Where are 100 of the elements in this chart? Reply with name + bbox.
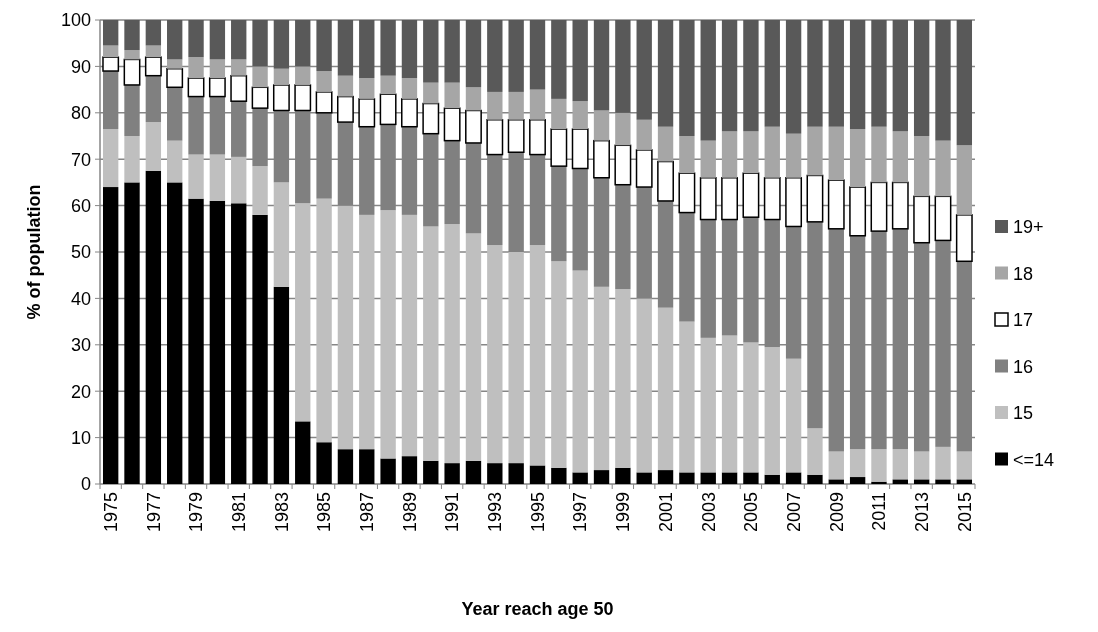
bar (508, 252, 524, 464)
bar (743, 20, 759, 132)
bar (252, 214, 268, 484)
bar (699, 177, 717, 221)
bar (465, 233, 482, 461)
bar (764, 126, 780, 178)
bar (849, 449, 866, 478)
bar (913, 479, 930, 484)
bar (167, 59, 183, 69)
bar (294, 84, 312, 112)
bar (935, 140, 951, 197)
bar (337, 449, 354, 484)
bar (785, 133, 802, 178)
bar (230, 74, 248, 102)
bar (615, 112, 631, 146)
bar (828, 20, 844, 127)
bar (806, 174, 824, 223)
bar (124, 182, 140, 484)
bar (337, 75, 354, 97)
bar (359, 214, 375, 450)
y-tick-label: 20 (70, 381, 91, 402)
bar (700, 472, 716, 484)
bar (423, 82, 439, 104)
bar (401, 98, 418, 128)
bar (529, 20, 546, 90)
bar (444, 82, 460, 109)
bar (679, 20, 695, 136)
bar (487, 245, 503, 464)
y-tick-label: 60 (70, 195, 91, 216)
y-tick-label: 50 (70, 242, 91, 263)
bar (956, 20, 973, 146)
bar (935, 446, 951, 480)
bar (827, 179, 845, 230)
bar (657, 307, 674, 471)
legend-label: 17 (1013, 310, 1034, 331)
bar (807, 428, 823, 475)
bar (763, 177, 781, 221)
bar (465, 460, 482, 484)
bar (444, 463, 460, 484)
bar (551, 467, 567, 484)
bar (102, 56, 120, 72)
bar (828, 479, 844, 484)
bar (849, 129, 866, 188)
bar (871, 126, 887, 183)
bar (187, 77, 205, 98)
bar (144, 56, 162, 77)
bar (145, 45, 162, 58)
bar (359, 20, 375, 78)
bar (487, 463, 503, 484)
bar (892, 20, 908, 132)
bar (657, 126, 674, 162)
x-tick-label: 1977 (143, 492, 164, 533)
bar (380, 458, 396, 484)
bar (465, 20, 482, 88)
bar (721, 335, 738, 473)
bar (934, 195, 952, 242)
legend-label: 19+ (1013, 217, 1044, 238)
bar (764, 474, 780, 484)
bar (316, 20, 332, 72)
bar (572, 270, 588, 473)
bar (358, 98, 376, 128)
bar (935, 20, 951, 141)
bar (892, 131, 908, 183)
bar (295, 66, 311, 85)
bar (209, 20, 226, 60)
bar (380, 210, 396, 459)
bar (251, 86, 269, 109)
bar (892, 449, 908, 480)
bar (188, 198, 204, 484)
bar (721, 472, 738, 484)
bar (743, 131, 759, 174)
bar (551, 261, 567, 468)
bar (102, 20, 119, 46)
legend-label: 18 (1013, 263, 1034, 284)
bar (572, 472, 588, 484)
bar (188, 57, 204, 78)
y-tick-label: 100 (60, 10, 91, 31)
bar (508, 463, 524, 484)
x-tick-label: 2005 (741, 492, 762, 533)
bar (828, 126, 844, 181)
bar (507, 119, 525, 153)
bar (423, 226, 439, 461)
bar (635, 149, 653, 188)
bar (551, 20, 567, 99)
bar (913, 451, 930, 480)
y-tick-label: 10 (70, 427, 91, 448)
x-tick-label: 2015 (954, 492, 975, 533)
bar (807, 474, 823, 484)
bar (807, 126, 823, 176)
bar (764, 347, 780, 475)
x-tick-label: 1975 (100, 492, 121, 533)
bar (124, 20, 140, 51)
bar (487, 91, 503, 120)
bar (636, 298, 652, 473)
x-axis-title: Year reach age 50 (461, 599, 614, 619)
y-tick-label: 0 (80, 474, 91, 495)
bar (295, 203, 311, 422)
bar (508, 91, 524, 120)
bar (337, 20, 354, 76)
bar (486, 119, 504, 156)
